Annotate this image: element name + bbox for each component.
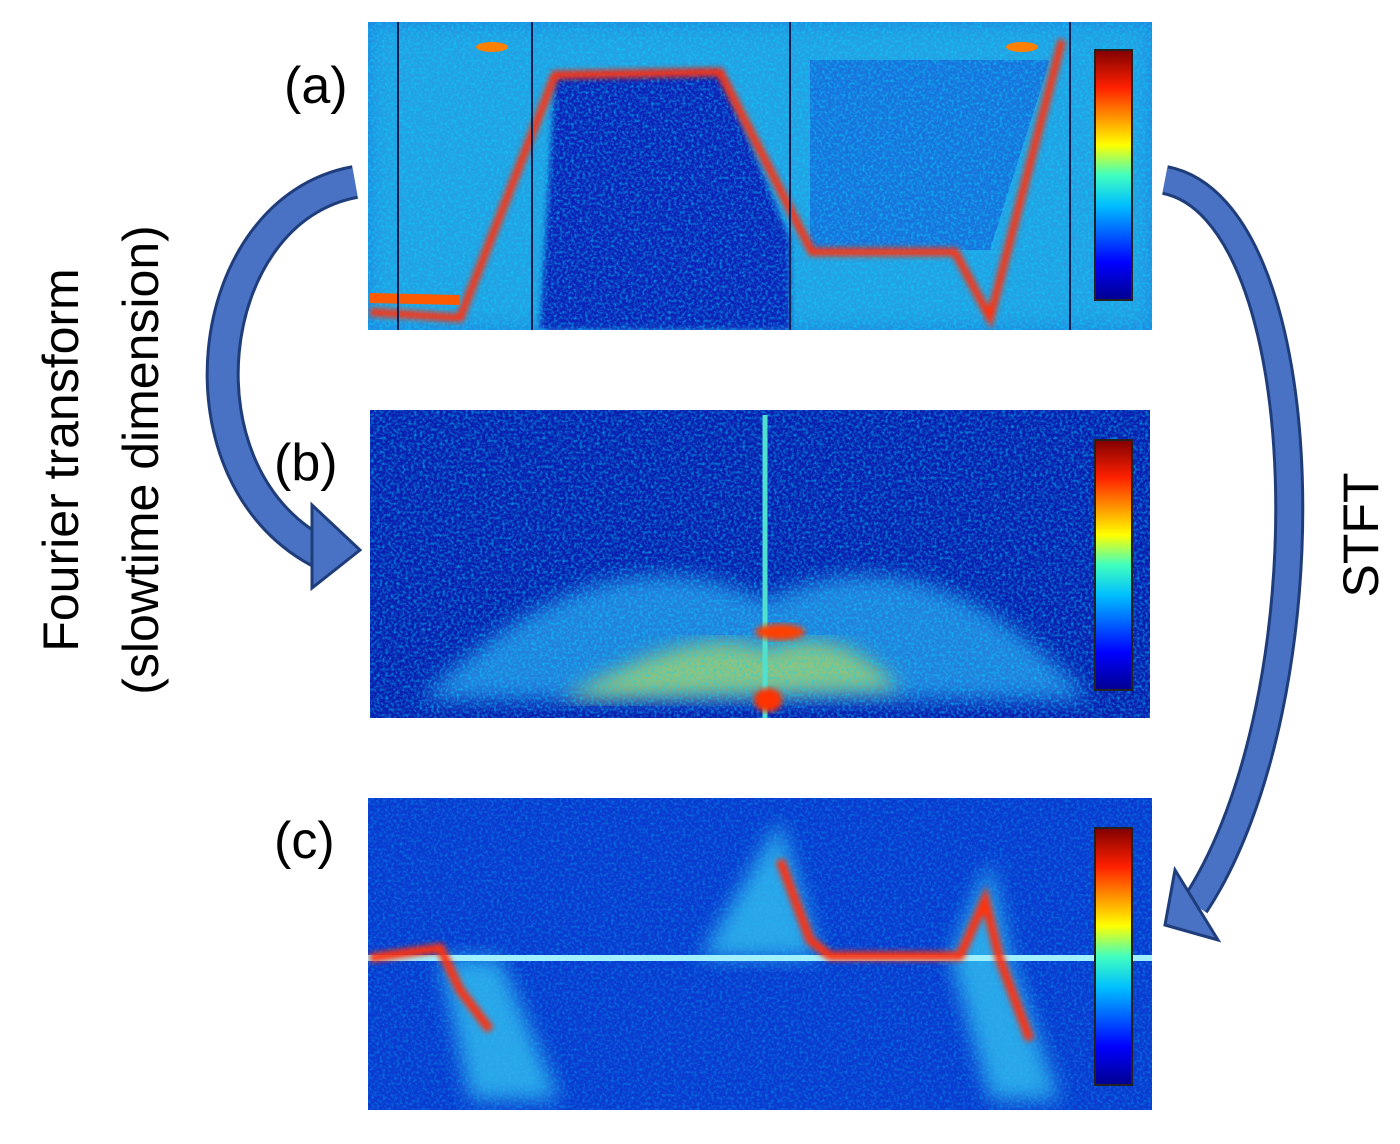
left-arrow-outline [205,165,359,571]
panel-label: (c) [274,812,335,870]
panel-label: (a) [284,57,348,115]
panel-b-image [370,410,1150,718]
left-caption: (slowtime dimension) [113,225,169,695]
right-arrow [1161,168,1302,912]
right-arrow-head [1163,865,1222,943]
left-arrow-head [310,501,363,592]
panel-a-image [368,22,1152,330]
panel-label: (b) [274,434,338,492]
left-arrow [208,168,358,568]
left-caption: Fourier transform [33,268,89,651]
right-caption: STFT [1333,473,1389,598]
panel-c-image [368,798,1152,1110]
